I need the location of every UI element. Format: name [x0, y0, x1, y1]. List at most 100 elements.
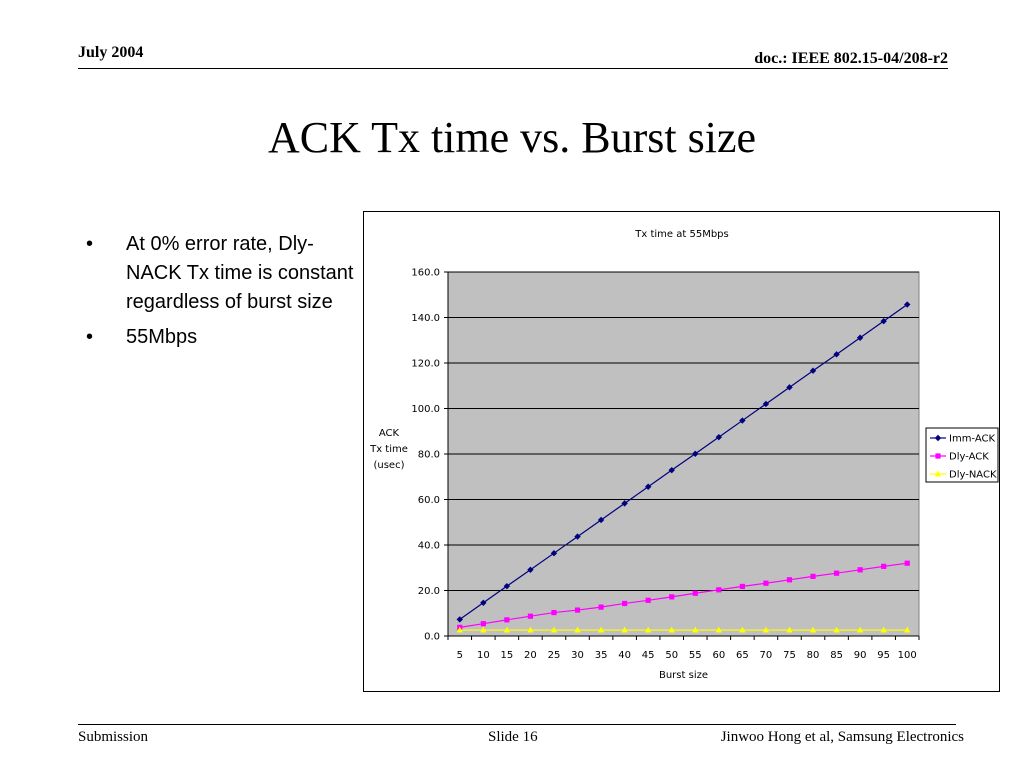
- data-point-dly-nack: [597, 626, 605, 633]
- x-tick-label: 60: [712, 650, 725, 661]
- data-point-dly-nack: [644, 626, 652, 633]
- series-line-dly-ack: [459, 562, 908, 628]
- footer-author: Jinwoo Hong et al, Samsung Electronics: [720, 729, 964, 745]
- x-tick-label: 75: [783, 650, 796, 661]
- data-point-dly-ack: [622, 600, 628, 607]
- y-axis-label: (usec): [373, 460, 404, 471]
- legend-marker-dly-nack: [934, 470, 942, 477]
- footer-slide-number: Slide 16: [488, 729, 538, 745]
- legend-label: Dly-ACK: [949, 452, 989, 463]
- line-chart: Tx time at 55Mbps 0.0 20.0 40.0 60.0 80.0 100.…: [369, 229, 999, 681]
- data-point-dly-ack: [480, 621, 486, 627]
- data-point-imm-ack: [503, 582, 511, 590]
- x-tick-label: 85: [830, 650, 843, 661]
- data-point-dly-ack: [904, 560, 910, 566]
- x-tick-label: 80: [807, 650, 820, 661]
- x-tick-label: 25: [548, 650, 561, 661]
- x-tick-label: 65: [736, 650, 749, 661]
- data-point-dly-nack: [739, 626, 746, 633]
- data-point-imm-ack: [692, 450, 699, 457]
- footer-divider: [78, 724, 956, 725]
- chart-frame: Tx time at 55Mbps 0.0 20.0 40.0 60.0 80.0 100.…: [363, 211, 1000, 692]
- y-tick-label: 20.0: [418, 586, 440, 597]
- header-divider: [78, 68, 948, 69]
- y-tick-label: 0.0: [424, 632, 440, 643]
- data-point-dly-ack: [833, 570, 840, 576]
- data-point-dly-ack: [574, 607, 581, 613]
- bullet-item: • 55Mbps: [86, 323, 356, 352]
- bullet-text: 55Mbps: [126, 326, 198, 348]
- x-tick-label: 10: [477, 650, 490, 661]
- y-tick-label: 80.0: [418, 450, 440, 461]
- data-point-imm-ack: [880, 317, 887, 325]
- header-date: July 2004: [78, 44, 144, 61]
- footer-submission: Submission: [78, 729, 149, 745]
- data-point-imm-ack: [809, 367, 817, 374]
- data-point-dly-nack: [480, 626, 487, 633]
- data-point-imm-ack: [621, 500, 628, 507]
- slide-title: ACK Tx time vs. Burst size: [267, 113, 757, 162]
- bullet-list: • At 0% error rate, Dly-NACK Tx time is c…: [86, 230, 356, 358]
- x-tick-label: 5: [457, 650, 463, 661]
- bullet-text: At 0% error rate, Dly-NACK Tx time is co…: [126, 233, 354, 313]
- y-axis-label: ACK: [379, 428, 400, 439]
- series-line-imm-ack: [459, 304, 908, 620]
- x-tick-label: 40: [618, 650, 631, 661]
- data-point-dly-ack: [692, 590, 698, 596]
- x-tick-label: 90: [854, 650, 867, 661]
- y-tick-label: 40.0: [418, 541, 440, 552]
- data-point-dly-nack: [527, 626, 534, 633]
- data-point-dly-nack: [762, 626, 770, 633]
- data-point-dly-ack: [810, 573, 816, 579]
- x-tick-label: 55: [689, 650, 702, 661]
- data-point-dly-ack: [857, 567, 863, 573]
- data-point-imm-ack: [739, 417, 746, 424]
- y-tick-label: 160.0: [411, 268, 440, 279]
- data-point-dly-ack: [786, 577, 793, 583]
- x-tick-label: 35: [595, 650, 608, 661]
- data-point-dly-ack: [739, 583, 745, 590]
- bullet-item: • At 0% error rate, Dly-NACK Tx time is c…: [86, 230, 356, 317]
- data-point-dly-nack: [880, 626, 887, 633]
- legend-label: Dly-NACK: [949, 470, 997, 481]
- data-point-dly-nack: [574, 626, 581, 633]
- x-tick-label: 20: [524, 650, 537, 661]
- data-point-dly-ack: [669, 594, 675, 600]
- chart-title: Tx time at 55Mbps: [634, 229, 728, 240]
- data-point-dly-ack: [551, 609, 557, 616]
- y-tick-label: 120.0: [411, 359, 440, 370]
- data-point-imm-ack: [668, 466, 675, 474]
- data-point-dly-ack: [881, 563, 887, 569]
- data-point-dly-nack: [621, 626, 628, 633]
- data-point-dly-nack: [809, 626, 817, 633]
- x-axis-label: Burst size: [659, 670, 708, 681]
- legend-marker-imm-ack: [934, 434, 942, 442]
- x-tick-label: 100: [898, 650, 917, 661]
- data-point-dly-nack: [503, 626, 511, 633]
- data-point-dly-nack: [456, 626, 463, 633]
- x-tick-label: 95: [877, 650, 890, 661]
- legend-marker-dly-ack: [935, 453, 941, 459]
- data-point-dly-ack: [763, 580, 769, 586]
- data-point-imm-ack: [856, 334, 864, 341]
- data-point-dly-nack: [786, 626, 793, 633]
- data-point-dly-ack: [716, 587, 722, 593]
- data-point-dly-nack: [856, 626, 864, 633]
- x-tick-label: 15: [501, 650, 514, 661]
- bullet-icon: •: [86, 233, 94, 255]
- y-tick-label: 140.0: [411, 313, 440, 324]
- x-tick-label: 50: [665, 650, 678, 661]
- legend-label: Imm-ACK: [949, 434, 995, 445]
- header-doc-id: doc.: IEEE 802.15-04/208-r2: [754, 50, 948, 67]
- data-point-dly-ack: [645, 597, 651, 603]
- data-point-dly-nack: [668, 626, 675, 633]
- bullet-icon: •: [86, 326, 94, 348]
- data-point-dly-nack: [904, 626, 911, 633]
- data-point-imm-ack: [904, 301, 911, 308]
- data-point-dly-ack: [598, 604, 604, 610]
- data-point-dly-nack: [692, 626, 699, 633]
- y-axis-label: Tx time: [369, 444, 408, 455]
- data-point-dly-ack: [527, 613, 534, 619]
- y-tick-label: 60.0: [418, 495, 440, 506]
- data-point-dly-nack: [715, 626, 723, 633]
